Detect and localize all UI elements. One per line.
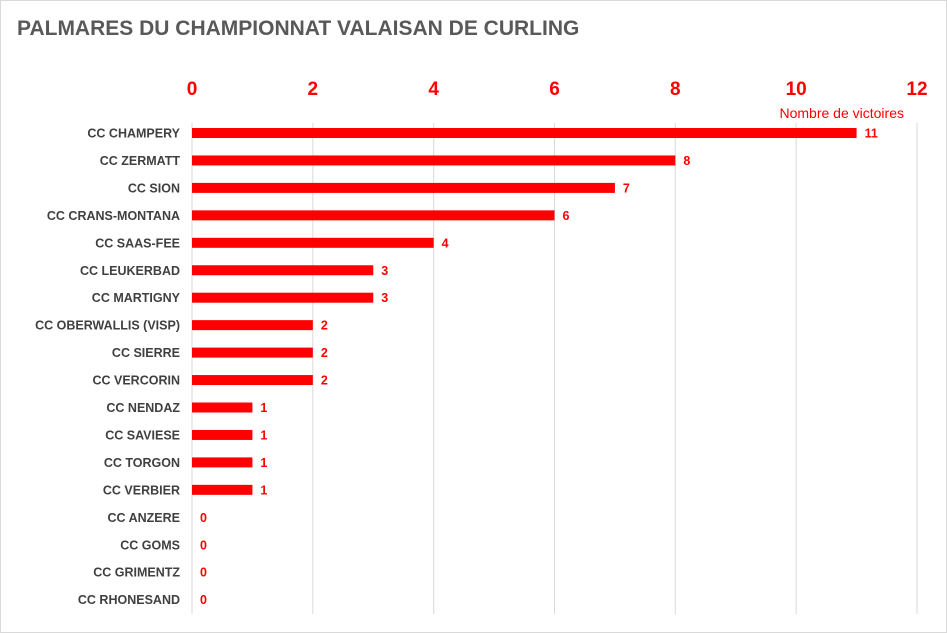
data-label: 3 xyxy=(381,264,388,278)
category-label: CC GOMS xyxy=(120,538,180,552)
data-label: 1 xyxy=(260,483,267,497)
bar xyxy=(192,320,313,331)
category-label: CC VERCORIN xyxy=(92,374,180,388)
x-tick-label: 8 xyxy=(670,79,681,100)
bar xyxy=(192,210,555,221)
bar xyxy=(192,347,313,358)
bar xyxy=(192,265,374,276)
x-tick-label: 10 xyxy=(786,79,807,100)
category-label: CC CHAMPERY xyxy=(87,127,180,141)
bar xyxy=(192,292,374,303)
bar xyxy=(192,128,857,138)
data-label: 1 xyxy=(260,456,267,470)
x-tick-label: 12 xyxy=(906,79,927,100)
bar xyxy=(192,429,253,440)
category-label: CC ANZERE xyxy=(108,511,180,525)
data-label: 8 xyxy=(683,154,690,168)
data-label: 0 xyxy=(200,538,207,552)
gridlines xyxy=(191,123,918,614)
data-label: 2 xyxy=(321,319,328,333)
data-label: 6 xyxy=(563,209,570,223)
x-tick-label: 0 xyxy=(187,79,198,100)
bar xyxy=(192,182,615,193)
x-axis-label: Nombre de victoires xyxy=(780,105,905,121)
bar xyxy=(192,457,253,468)
bar xyxy=(192,237,434,248)
data-label: 0 xyxy=(200,593,207,607)
category-label: CC NENDAZ xyxy=(106,401,180,415)
x-tick-label: 4 xyxy=(428,79,439,100)
bar xyxy=(192,375,313,386)
category-label: CC VERBIER xyxy=(103,483,180,497)
category-label: CC CRANS-MONTANA xyxy=(47,209,180,223)
data-label: 7 xyxy=(623,181,630,195)
x-tick-label: 2 xyxy=(308,79,319,100)
data-label: 0 xyxy=(200,566,207,580)
category-label: CC RHONESAND xyxy=(78,593,180,607)
data-label: 2 xyxy=(321,346,328,360)
chart-title: PALMARES DU CHAMPIONNAT VALAISAN DE CURL… xyxy=(17,17,579,40)
category-label: CC TORGON xyxy=(104,456,180,470)
category-label: CC SAVIESE xyxy=(105,428,180,442)
category-label: CC OBERWALLIS (VISP) xyxy=(35,319,180,333)
data-label: 3 xyxy=(381,291,388,305)
bar xyxy=(192,402,253,413)
data-label: 1 xyxy=(260,428,267,442)
category-label: CC LEUKERBAD xyxy=(80,264,180,278)
bars xyxy=(192,128,857,495)
data-label: 0 xyxy=(200,511,207,525)
category-label: CC SION xyxy=(128,181,180,195)
category-label: CC SAAS-FEE xyxy=(95,236,180,250)
data-label: 2 xyxy=(321,374,328,388)
x-tick-label: 6 xyxy=(549,79,560,100)
data-label: 4 xyxy=(442,236,449,250)
bar xyxy=(192,484,253,495)
category-label: CC ZERMATT xyxy=(100,154,181,168)
category-labels: CC CHAMPERY CC ZERMATT CC SION CC CRANS-MON… xyxy=(35,127,181,608)
category-label: CC SIERRE xyxy=(112,346,180,360)
data-label: 11 xyxy=(865,127,878,141)
category-label: CC MARTIGNY xyxy=(92,291,181,305)
x-axis-ticks: 0 2 4 6 8 10 12 xyxy=(187,79,928,100)
data-label: 1 xyxy=(260,401,267,415)
category-label: CC GRIMENTZ xyxy=(93,566,180,580)
bar xyxy=(192,155,676,166)
